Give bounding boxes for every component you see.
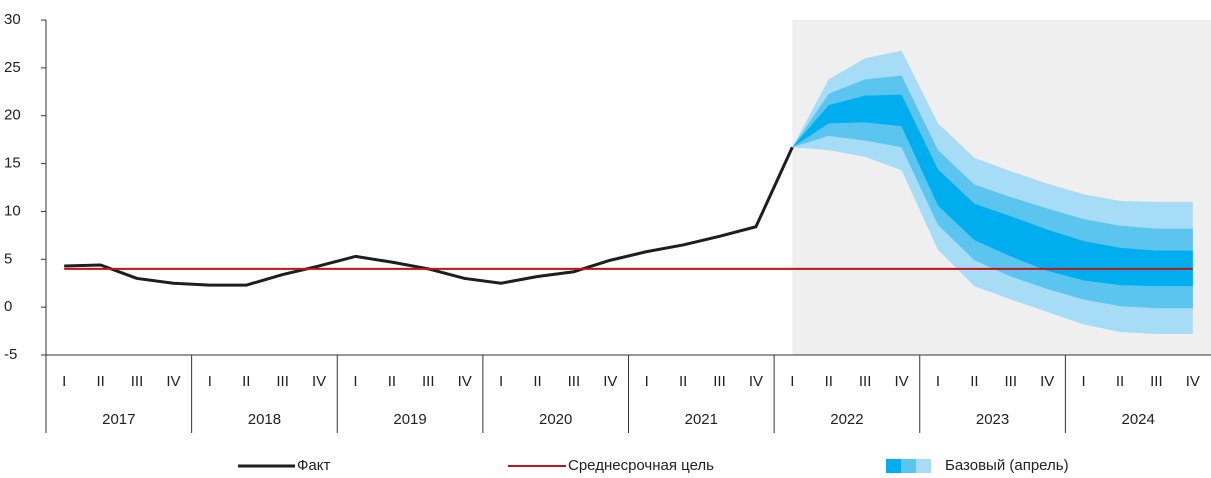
x-tick-label: II — [388, 373, 396, 390]
y-tick-label: 5 — [4, 250, 12, 267]
x-tick-label: I — [353, 373, 357, 390]
x-tick-label: II — [96, 373, 104, 390]
x-tick-label: II — [825, 373, 833, 390]
x-tick-label: I — [62, 373, 66, 390]
x-tick-label: I — [208, 373, 212, 390]
x-tick-label: IV — [894, 373, 908, 390]
x-tick-label: IV — [1040, 373, 1054, 390]
x-tick-label: IV — [749, 373, 763, 390]
y-tick-label: 0 — [4, 298, 12, 315]
x-tick-label: III — [276, 373, 289, 390]
year-label: 2021 — [685, 411, 718, 428]
x-tick-label: IV — [312, 373, 326, 390]
x-tick-label: III — [422, 373, 435, 390]
legend-label: Базовый (апрель) — [945, 457, 1069, 474]
y-tick-label: 20 — [4, 107, 21, 124]
y-tick-label: 30 — [4, 11, 21, 28]
x-tick-label: IV — [1186, 373, 1200, 390]
x-tick-label: II — [970, 373, 978, 390]
x-tick-label: I — [1081, 373, 1085, 390]
x-tick-label: IV — [603, 373, 617, 390]
y-tick-label: -5 — [4, 346, 17, 363]
legend-label: Среднесрочная цель — [568, 457, 714, 474]
x-tick-label: II — [533, 373, 541, 390]
x-tick-label: II — [1116, 373, 1124, 390]
year-label: 2018 — [248, 411, 281, 428]
year-label: 2020 — [539, 411, 572, 428]
y-tick-label: 15 — [4, 155, 21, 172]
x-tick-label: I — [499, 373, 503, 390]
y-tick-label: 25 — [4, 59, 21, 76]
x-tick-label: III — [1150, 373, 1163, 390]
legend-swatch — [916, 459, 931, 473]
x-tick-label: III — [859, 373, 872, 390]
y-tick-label: 10 — [4, 202, 21, 219]
legend-label: Факт — [297, 457, 330, 474]
legend-swatch — [901, 459, 916, 473]
x-tick-label: III — [1005, 373, 1018, 390]
x-tick-label: IV — [166, 373, 180, 390]
x-tick-label: III — [131, 373, 144, 390]
year-label: 2024 — [1122, 411, 1155, 428]
x-tick-label: III — [713, 373, 726, 390]
x-tick-label: I — [790, 373, 794, 390]
year-label: 2023 — [976, 411, 1009, 428]
x-tick-label: III — [568, 373, 581, 390]
series-line — [64, 146, 794, 287]
year-label: 2019 — [393, 411, 426, 428]
x-tick-label: II — [679, 373, 687, 390]
year-label: 2022 — [830, 411, 863, 428]
x-tick-label: II — [242, 373, 250, 390]
x-tick-label: I — [645, 373, 649, 390]
fan-band — [792, 94, 1193, 287]
x-tick-label: IV — [458, 373, 472, 390]
legend-swatch — [886, 459, 901, 473]
year-label: 2017 — [102, 411, 135, 428]
x-tick-label: I — [936, 373, 940, 390]
